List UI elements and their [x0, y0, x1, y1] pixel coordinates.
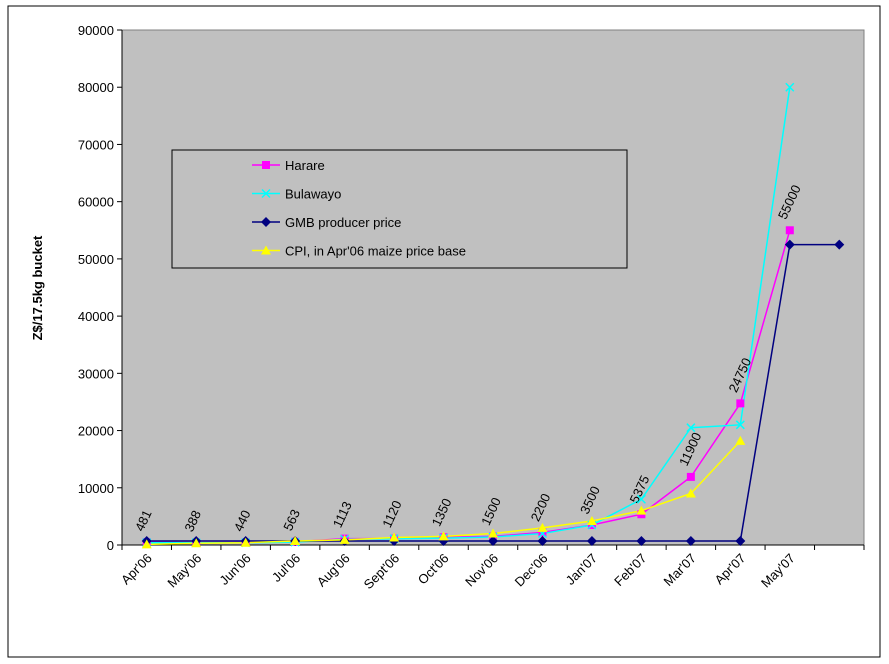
marker	[261, 217, 271, 227]
marker	[834, 239, 845, 250]
marker	[191, 538, 202, 548]
marker	[339, 534, 350, 544]
marker	[785, 226, 794, 235]
y-tick-label: 30000	[78, 366, 114, 381]
y-tick-label: 20000	[78, 424, 114, 439]
y-tick-label: 10000	[78, 481, 114, 496]
legend-label: Bulawayo	[285, 187, 341, 202]
y-tick-label: 90000	[78, 23, 114, 38]
y-tick-label: 80000	[78, 80, 114, 95]
marker	[586, 515, 597, 525]
marker	[636, 535, 647, 546]
y-tick-label: 40000	[78, 309, 114, 324]
marker	[785, 82, 795, 92]
marker	[685, 535, 696, 546]
marker	[438, 531, 449, 541]
y-axis-label: Z$/17.5kg bucket	[30, 235, 45, 340]
y-tick-label: 60000	[78, 195, 114, 210]
marker	[686, 423, 696, 433]
marker	[685, 488, 696, 498]
y-tick-label: 50000	[78, 252, 114, 267]
marker	[636, 505, 647, 515]
marker	[537, 535, 548, 546]
marker	[290, 535, 301, 545]
marker	[784, 239, 795, 250]
marker	[735, 535, 746, 546]
legend-box	[171, 149, 628, 269]
marker	[686, 472, 695, 481]
legend-label: CPI, in Apr'06 maize price base	[285, 244, 466, 259]
marker	[261, 188, 271, 199]
marker	[735, 420, 745, 430]
legend-label: GMB producer price	[285, 215, 401, 230]
marker	[537, 522, 548, 532]
marker	[488, 528, 498, 538]
y-tick-label: 70000	[78, 137, 114, 152]
marker	[262, 161, 270, 169]
plot-area	[121, 29, 865, 546]
marker	[240, 537, 251, 547]
marker	[735, 435, 746, 445]
marker	[538, 528, 547, 537]
legend-label: Harare	[285, 158, 325, 173]
marker	[636, 494, 646, 504]
marker	[586, 535, 597, 546]
y-tick-label: 0	[107, 538, 114, 553]
marker	[141, 539, 152, 549]
marker	[488, 535, 498, 546]
marker	[736, 399, 745, 408]
marker	[261, 245, 271, 255]
marker	[389, 532, 400, 542]
